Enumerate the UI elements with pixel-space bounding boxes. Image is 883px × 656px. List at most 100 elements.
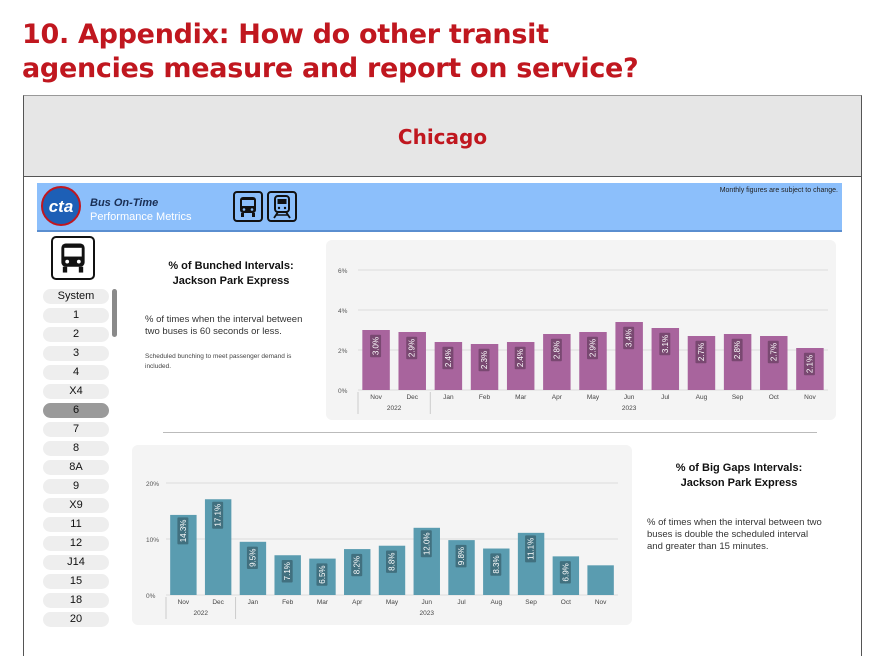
y-tick-label: 0% bbox=[338, 388, 348, 395]
bar[interactable] bbox=[413, 527, 440, 595]
x-tick-label: Oct bbox=[561, 599, 571, 606]
bar[interactable] bbox=[344, 549, 371, 595]
route-item-system[interactable]: System bbox=[43, 289, 109, 304]
route-item-j14[interactable]: J14 bbox=[43, 555, 109, 570]
bar-label-bg bbox=[386, 550, 397, 573]
y-tick-label: 2% bbox=[338, 348, 348, 355]
bar-label-group: 8.8% bbox=[386, 550, 397, 573]
bar-value-label: 9.5% bbox=[248, 549, 257, 567]
bar[interactable] bbox=[378, 545, 406, 595]
bunched-title: % of Bunched Intervals: Jackson Park Exp… bbox=[141, 259, 321, 289]
bar-value-label: 2.8% bbox=[552, 341, 561, 359]
bar[interactable] bbox=[723, 334, 752, 390]
route-item-x9[interactable]: X9 bbox=[43, 498, 109, 513]
cta-logo-text: cta bbox=[48, 197, 74, 216]
bar-label-bg bbox=[281, 560, 293, 583]
bar-label-group: 2.9% bbox=[406, 336, 418, 360]
train-mode-button[interactable] bbox=[267, 191, 297, 222]
route-item-20[interactable]: 20 bbox=[43, 612, 109, 627]
bar-label-bg bbox=[550, 338, 562, 362]
x-tick-label: Jun bbox=[624, 394, 635, 401]
bar[interactable] bbox=[170, 514, 197, 595]
bar[interactable] bbox=[483, 548, 510, 595]
dashboard-subtitle: Performance Metrics bbox=[90, 211, 192, 223]
bar-value-label: 6.5% bbox=[318, 565, 327, 583]
bunched-desc-line-1: % of times when the interval between bbox=[145, 314, 303, 325]
bar-label-bg bbox=[370, 334, 382, 358]
bar[interactable] bbox=[796, 348, 824, 390]
bar-label-group: 2.7% bbox=[767, 340, 779, 364]
bar-label-bg bbox=[177, 517, 189, 545]
bar-label-bg bbox=[442, 346, 454, 370]
bar[interactable] bbox=[470, 344, 499, 390]
bar[interactable] bbox=[434, 342, 463, 390]
x-tick-label: Feb bbox=[282, 599, 294, 606]
bunched-title-line-2: Jackson Park Express bbox=[172, 275, 290, 287]
bar-label-bg bbox=[659, 332, 671, 356]
content-frame: Chicago bbox=[23, 95, 862, 656]
year-label: 2022 bbox=[194, 610, 209, 617]
bar[interactable] bbox=[615, 322, 643, 390]
x-tick-label: Aug bbox=[491, 599, 503, 606]
bar[interactable] bbox=[552, 556, 580, 595]
bar[interactable] bbox=[204, 499, 232, 595]
route-item-8[interactable]: 8 bbox=[43, 441, 109, 456]
bar[interactable] bbox=[760, 336, 788, 390]
bar-label-group: 2.1% bbox=[803, 352, 815, 376]
bar-value-label: 2.3% bbox=[480, 351, 489, 369]
bar[interactable] bbox=[579, 332, 607, 390]
x-tick-label: Jun bbox=[422, 599, 433, 606]
route-item-15[interactable]: 15 bbox=[43, 574, 109, 589]
route-item-4[interactable]: 4 bbox=[43, 365, 109, 380]
page-title-line-2: agencies measure and report on service? bbox=[22, 53, 639, 84]
bus-mode-button[interactable] bbox=[233, 191, 263, 222]
route-item-11[interactable]: 11 bbox=[43, 517, 109, 532]
route-item-8a[interactable]: 8A bbox=[43, 460, 109, 475]
route-item-9[interactable]: 9 bbox=[43, 479, 109, 494]
route-item-6[interactable]: 6 bbox=[43, 403, 109, 418]
route-item-3[interactable]: 3 bbox=[43, 346, 109, 361]
bar[interactable] bbox=[398, 332, 426, 390]
bar[interactable] bbox=[448, 540, 475, 595]
x-tick-label: May bbox=[386, 599, 399, 606]
bar-value-label: 3.4% bbox=[625, 329, 634, 347]
x-tick-label: Mar bbox=[317, 599, 329, 606]
x-tick-label: May bbox=[587, 394, 600, 401]
bar-label-bg bbox=[351, 553, 363, 577]
bunched-intervals-chart: 0% 2% 4% 6% 3.0% Nov 2.9% Dec 2.4% Jan 2.3% Feb 2.4%… bbox=[338, 268, 828, 414]
route-item-1[interactable]: 1 bbox=[43, 308, 109, 323]
bar[interactable] bbox=[543, 334, 571, 390]
x-tick-label: Jul bbox=[457, 599, 466, 606]
bar[interactable] bbox=[687, 336, 716, 390]
bar-label-bg bbox=[490, 553, 502, 576]
route-item-12[interactable]: 12 bbox=[43, 536, 109, 551]
y-tick-label: 4% bbox=[338, 308, 348, 315]
city-banner: Chicago bbox=[24, 96, 861, 177]
section-divider bbox=[163, 432, 817, 433]
bar-value-label: 3.1% bbox=[661, 335, 670, 353]
bar[interactable] bbox=[274, 555, 301, 595]
bar-value-label: 3.0% bbox=[372, 337, 381, 355]
bar[interactable] bbox=[651, 328, 680, 390]
bar[interactable] bbox=[517, 532, 545, 595]
bar[interactable] bbox=[362, 330, 390, 390]
train-icon bbox=[273, 194, 291, 218]
bar-value-label: 2.4% bbox=[444, 349, 453, 367]
route-item-18[interactable]: 18 bbox=[43, 593, 109, 608]
route-item-x4[interactable]: X4 bbox=[43, 384, 109, 399]
bar-label-group: 14.3% bbox=[177, 517, 189, 545]
route-item-7[interactable]: 7 bbox=[43, 422, 109, 437]
route-item-2[interactable]: 2 bbox=[43, 327, 109, 342]
route-list-scrollbar[interactable] bbox=[112, 289, 117, 337]
x-tick-label: Nov bbox=[370, 394, 382, 401]
bar-label-group: 8.2% bbox=[351, 553, 363, 577]
bar[interactable] bbox=[309, 558, 336, 595]
bar-value-label: 2.7% bbox=[769, 343, 778, 361]
bar-label-bg bbox=[767, 340, 779, 364]
bar[interactable] bbox=[239, 541, 267, 595]
bar[interactable] bbox=[506, 342, 535, 390]
gaps-desc-line-2: buses is double the scheduled interval bbox=[647, 529, 809, 540]
bunched-title-line-1: % of Bunched Intervals: bbox=[168, 260, 294, 272]
bar[interactable] bbox=[587, 565, 614, 595]
x-tick-label: Nov bbox=[595, 599, 607, 606]
